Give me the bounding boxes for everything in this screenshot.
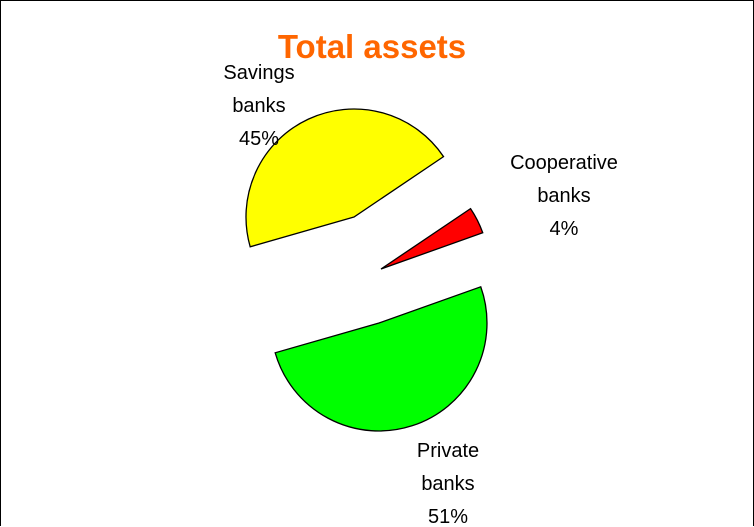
data-label-private-banks: Private banks 51% — [417, 440, 479, 527]
data-label-savings-banks: Savings banks 45% — [223, 62, 294, 150]
pie-slice-private-banks — [274, 285, 488, 432]
data-label-cooperative-banks: Cooperative banks 4% — [510, 152, 618, 240]
chart-title: Total assets — [278, 28, 466, 65]
pie-slice-savings-banks — [245, 108, 445, 248]
pie-slice-cooperative-banks — [380, 207, 484, 270]
